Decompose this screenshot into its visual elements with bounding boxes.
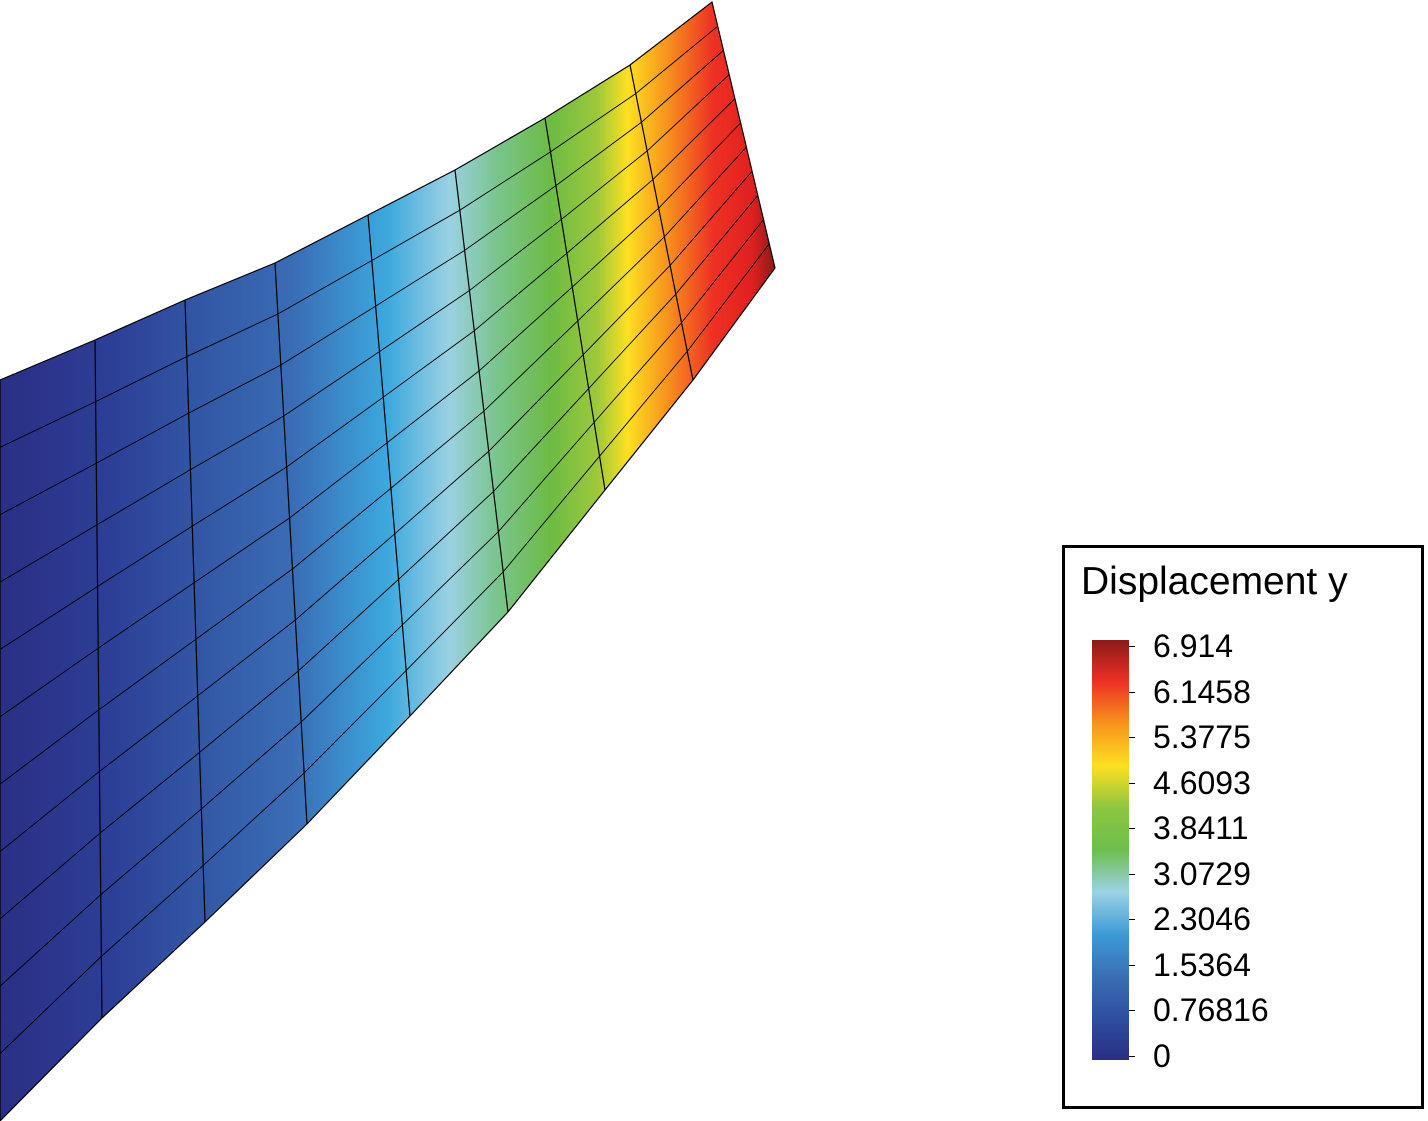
legend-tick-label: 6.914 [1153,628,1234,664]
mesh-row-line [0,98,736,650]
mesh-row-line [0,195,759,920]
mesh-row-line [0,146,747,785]
mesh-column-line [184,299,206,923]
legend-tick-label: 5.3775 [1153,719,1251,756]
legend-tick-mark [1129,828,1135,830]
color-legend: Displacement y 6.914 6.1458 5.3775 4.6093 3.… [1062,545,1424,1109]
mesh-column-line [629,64,694,381]
mesh-row-line [0,243,770,1054]
legend-tick-mark [1129,919,1135,921]
legend-tick-mark [1129,964,1135,966]
legend-tick-label: 3.8411 [1153,810,1249,847]
mesh-column-line [274,262,308,825]
mesh-row-line [0,25,719,448]
legend-tick-mark [1129,737,1135,739]
legend-tick-label: 0.76816 [1153,992,1269,1029]
legend-tick-mark [1129,1056,1135,1057]
legend-tick-label: 3.0729 [1153,855,1251,892]
mesh-row-line [0,170,753,852]
mesh-row-line [0,74,730,583]
mesh-row-line [0,219,764,987]
legend-tick-mark [1129,646,1135,647]
legend-title: Displacement y [1081,560,1348,603]
legend-tick-mark [1129,691,1135,693]
mesh-row-line [0,50,724,516]
legend-tick-label: 2.3046 [1153,901,1251,938]
legend-tick-label: 1.5364 [1153,946,1251,983]
mesh-column-line [544,117,606,491]
deformed-beam-mesh [0,0,776,1121]
legend-tick-mark [1129,1010,1135,1012]
mesh-column-line [94,339,103,1019]
mesh-column-line [454,169,509,613]
mesh-column-line [367,214,411,717]
legend-tick-mark [1129,782,1135,784]
legend-tick-label: 6.1458 [1153,673,1251,710]
legend-tick-label: 0 [1153,1038,1171,1074]
legend-tick-mark [1129,873,1135,875]
legend-colorbar [1092,640,1129,1060]
legend-tick-label: 4.6093 [1153,764,1251,801]
mesh-row-line [0,122,741,718]
beam-body [0,0,776,1121]
